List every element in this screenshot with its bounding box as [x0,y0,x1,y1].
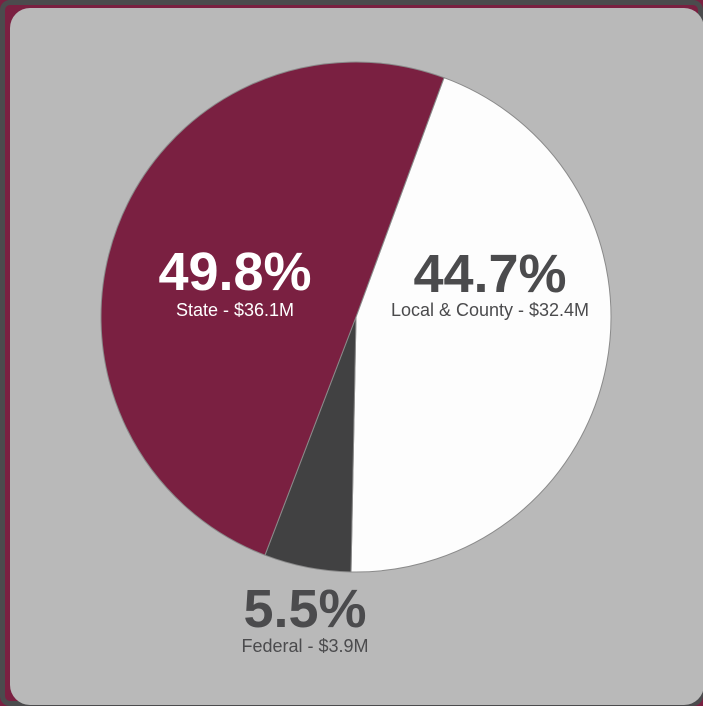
pie-slice-state [100,61,445,556]
slice-amount-label-local-county: Local & County - $32.4M [391,300,589,320]
pie-slices [100,61,612,573]
slice-amount-label-federal: Federal - $3.9M [241,636,368,656]
pie-slice-local-county [350,77,612,573]
slice-percent-label-local-county: 44.7% [413,244,566,304]
slice-percent-label-state: 49.8% [158,242,311,302]
slice-percent-label-federal: 5.5% [243,579,366,639]
slice-amount-label-state: State - $36.1M [176,300,294,320]
